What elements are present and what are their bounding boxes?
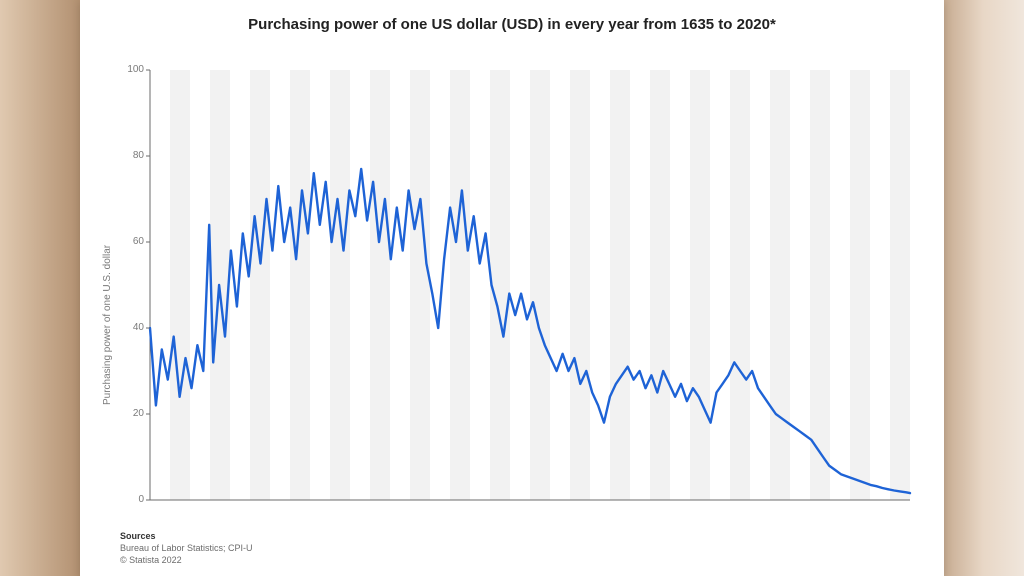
stage-background: Purchasing power of one US dollar (USD) … [0, 0, 1024, 576]
footer-heading: Sources [120, 530, 253, 542]
footer-line-1: Bureau of Labor Statistics; CPI-U [120, 542, 253, 554]
y-tick-label: 60 [116, 236, 144, 247]
source-footer: Sources Bureau of Labor Statistics; CPI-… [120, 530, 253, 566]
y-axis-label: Purchasing power of one U.S. dollar [102, 245, 113, 405]
y-tick-label: 100 [116, 64, 144, 75]
chart-plot [150, 70, 910, 500]
y-tick-label: 40 [116, 322, 144, 333]
y-tick-label: 80 [116, 150, 144, 161]
chart-title: Purchasing power of one US dollar (USD) … [80, 16, 944, 33]
y-tick-label: 0 [116, 494, 144, 505]
chart-card: Purchasing power of one US dollar (USD) … [80, 0, 944, 576]
y-tick-label: 20 [116, 408, 144, 419]
footer-line-2: © Statista 2022 [120, 554, 253, 566]
